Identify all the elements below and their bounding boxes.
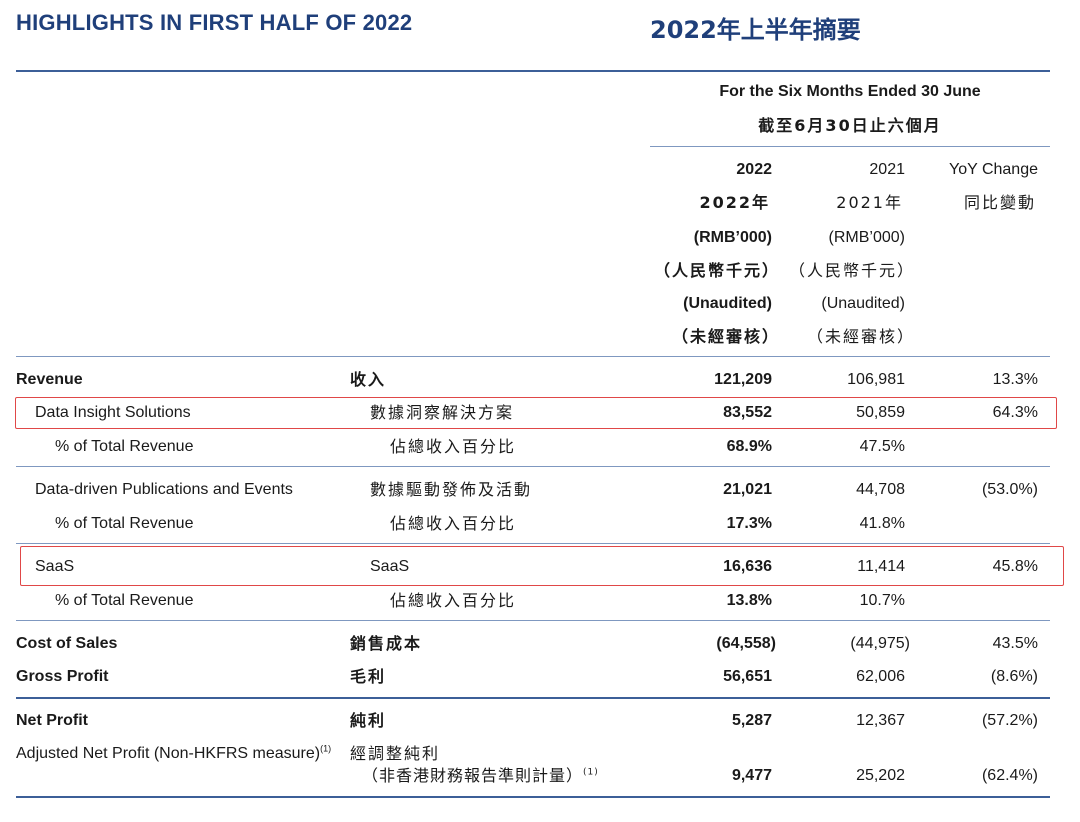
col-2021-year-zh: 2021年 — [836, 193, 903, 212]
row-anp-yoy: (62.4%) — [981, 767, 1038, 784]
col-2022-year-zh: 2022年 — [699, 193, 770, 212]
row-saas-label-zh: SaaS — [370, 558, 410, 575]
row-dis-2021: 50,859 — [856, 404, 905, 421]
row-dpe-pct-2021: 41.8% — [859, 515, 905, 532]
row-dis-pct-2021: 47.5% — [859, 438, 905, 455]
row-divider — [16, 466, 1050, 467]
col-2022-year: 2022 — [736, 161, 772, 178]
row-cos-2022: (64,558) — [716, 635, 776, 652]
row-gp-2022: 56,651 — [723, 668, 772, 685]
row-cos-2021: (44,975) — [850, 635, 910, 652]
col-2022-audit: (Unaudited) — [683, 295, 772, 312]
row-anp-2022: 9,477 — [731, 767, 772, 784]
col-yoy: YoY Change — [949, 161, 1038, 178]
col-2022-unit: (RMB’000) — [693, 229, 772, 246]
row-revenue-yoy: 13.3% — [992, 371, 1038, 388]
row-saas-2021: 11,414 — [857, 558, 905, 575]
row-dpe-label: Data-driven Publications and Events — [35, 481, 293, 498]
row-cos-label-zh: 銷售成本 — [350, 634, 423, 653]
row-dis-2022: 83,552 — [723, 404, 772, 421]
row-dpe-pct-2022: 17.3% — [726, 515, 772, 532]
row-np-yoy: (57.2%) — [981, 712, 1038, 729]
row-divider — [16, 620, 1050, 621]
row-dpe-2021: 44,708 — [856, 481, 905, 498]
col-yoy-zh: 同比變動 — [963, 193, 1036, 212]
row-np-2021: 12,367 — [856, 712, 905, 729]
row-saas-yoy: 45.8% — [992, 558, 1038, 575]
row-dis-pct-label: % of Total Revenue — [55, 438, 194, 455]
row-dis-pct-label-zh: 佔總收入百分比 — [390, 437, 517, 456]
row-dpe-2022: 21,021 — [723, 481, 772, 498]
row-gp-label-zh: 毛利 — [350, 667, 387, 686]
row-dpe-pct-label: % of Total Revenue — [55, 515, 194, 532]
row-gp-label: Gross Profit — [16, 668, 109, 685]
row-anp-2021: 25,202 — [856, 767, 905, 784]
row-cos-label: Cost of Sales — [16, 635, 118, 652]
row-np-label-zh: 純利 — [350, 711, 387, 730]
row-dpe-label-zh: 數據驅動發佈及活動 — [370, 480, 533, 499]
row-revenue-2022: 121,209 — [714, 371, 772, 388]
row-dis-label-zh: 數據洞察解決方案 — [370, 403, 515, 422]
period-header-zh: 截至6月30日止六個月 — [758, 116, 942, 135]
col-2021-audit-zh: （未經審核） — [806, 327, 915, 346]
row-anp-label-text: Adjusted Net Profit (Non-HKFRS measure) — [16, 745, 321, 762]
highlight-box-saas — [20, 546, 1064, 586]
row-anp-label-zh-2-text: （非香港財務報告準則計量） — [362, 766, 584, 785]
row-revenue-2021: 106,981 — [847, 371, 905, 388]
header-rule — [16, 356, 1050, 357]
row-dis-label: Data Insight Solutions — [35, 404, 191, 421]
col-2021-year: 2021 — [869, 161, 905, 178]
row-anp-label-zh: 經調整純利 — [350, 744, 441, 763]
top-rule — [16, 70, 1050, 72]
row-divider — [16, 543, 1050, 544]
footnote-marker: (1) — [583, 767, 599, 778]
page-title-zh: 2022年上半年摘要 — [650, 16, 861, 44]
row-saas-pct-2022: 13.8% — [726, 592, 772, 609]
row-saas-pct-label: % of Total Revenue — [55, 592, 194, 609]
row-saas-pct-2021: 10.7% — [859, 592, 905, 609]
col-2021-unit-zh: （人民幣千元） — [788, 261, 915, 280]
bottom-rule — [16, 796, 1050, 798]
row-saas-pct-label-zh: 佔總收入百分比 — [390, 591, 517, 610]
row-gp-2021: 62,006 — [856, 668, 905, 685]
row-np-2022: 5,287 — [731, 712, 772, 729]
period-header-en: For the Six Months Ended 30 June — [719, 83, 981, 100]
period-rule — [650, 146, 1050, 147]
row-anp-label-zh-2: （非香港財務報告準則計量）(1) — [362, 766, 599, 786]
row-cos-yoy: 43.5% — [992, 635, 1038, 652]
row-revenue-label: Revenue — [16, 371, 83, 388]
highlight-box-data-insight — [15, 397, 1057, 429]
page-title-en: HIGHLIGHTS IN FIRST HALF OF 2022 — [16, 10, 413, 35]
footnote-marker: (1) — [320, 743, 332, 754]
row-dis-yoy: 64.3% — [992, 404, 1038, 421]
row-dpe-yoy: (53.0%) — [981, 481, 1038, 498]
row-np-label: Net Profit — [16, 712, 88, 729]
row-revenue-label-zh: 收入 — [350, 370, 387, 389]
row-saas-label: SaaS — [35, 558, 75, 575]
col-2022-audit-zh: （未經審核） — [671, 327, 780, 346]
col-2021-audit: (Unaudited) — [821, 295, 905, 312]
row-gp-yoy: (8.6%) — [990, 668, 1038, 685]
col-2021-unit: (RMB’000) — [828, 229, 905, 246]
row-anp-label: Adjusted Net Profit (Non-HKFRS measure)(… — [16, 744, 331, 764]
row-dis-pct-2022: 68.9% — [726, 438, 772, 455]
row-saas-2022: 16,636 — [723, 558, 772, 575]
section-rule — [16, 697, 1050, 699]
row-dpe-pct-label-zh: 佔總收入百分比 — [390, 514, 517, 533]
col-2022-unit-zh: （人民幣千元） — [653, 261, 780, 280]
